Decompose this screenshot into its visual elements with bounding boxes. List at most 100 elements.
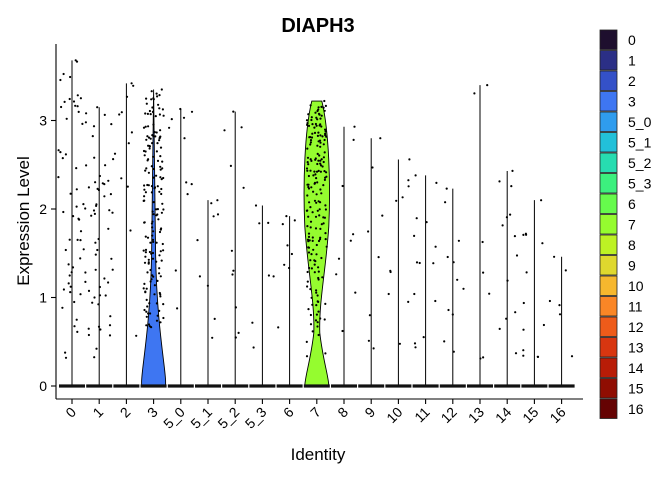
data-point — [306, 122, 309, 125]
data-point — [76, 105, 79, 108]
data-point — [315, 124, 318, 127]
data-point — [162, 208, 165, 211]
data-point — [143, 308, 146, 312]
data-point — [407, 179, 410, 182]
data-point — [309, 158, 312, 161]
data-point — [150, 191, 153, 194]
data-point — [398, 342, 401, 345]
data-point — [315, 253, 318, 256]
legend-label-11: 11 — [628, 299, 643, 315]
data-point — [130, 82, 133, 85]
zero-points-band — [439, 384, 466, 388]
y-tick-label: 2 — [39, 201, 47, 217]
data-point — [293, 219, 296, 222]
data-point — [435, 181, 438, 184]
data-point — [310, 186, 313, 189]
data-point — [185, 181, 188, 184]
data-point — [322, 222, 325, 225]
data-point — [148, 250, 151, 254]
data-point — [152, 123, 155, 126]
data-point — [312, 190, 315, 193]
data-point — [317, 140, 320, 143]
data-point — [509, 213, 512, 216]
data-point — [158, 94, 161, 97]
data-point — [125, 95, 129, 98]
data-point — [536, 355, 540, 358]
data-point — [156, 95, 159, 98]
data-point — [317, 278, 320, 281]
violin-group-5_2 — [222, 110, 249, 388]
data-point — [315, 304, 318, 307]
x-tick-label: 6 — [280, 404, 297, 421]
data-point — [148, 325, 151, 328]
data-point — [321, 165, 324, 168]
data-point — [146, 271, 149, 274]
data-point — [240, 126, 243, 129]
data-point — [318, 154, 321, 157]
violin-group-13 — [467, 84, 493, 388]
data-point — [63, 100, 66, 103]
data-point — [61, 306, 64, 309]
data-point — [213, 317, 216, 320]
data-point — [97, 303, 100, 306]
data-point — [482, 356, 485, 359]
data-point — [311, 123, 314, 126]
data-point — [324, 238, 327, 241]
data-point — [522, 349, 525, 352]
data-point — [413, 234, 416, 237]
violin-group-15 — [521, 199, 548, 388]
data-point — [313, 259, 316, 262]
data-point — [319, 170, 322, 173]
y-tick-label: 3 — [39, 113, 47, 129]
data-point — [127, 142, 130, 145]
data-point — [315, 193, 318, 196]
data-point — [316, 321, 319, 324]
y-tick-label: 1 — [39, 290, 47, 306]
data-point — [447, 308, 450, 312]
data-point — [158, 190, 161, 193]
data-point — [91, 301, 94, 304]
x-tick-label: 9 — [361, 404, 378, 421]
data-point — [158, 113, 161, 116]
data-point — [75, 188, 78, 191]
data-point — [85, 112, 88, 115]
data-point — [306, 270, 309, 274]
data-point — [251, 321, 254, 324]
data-point — [150, 252, 153, 255]
legend-swatch-6 — [599, 193, 618, 214]
data-point — [317, 310, 320, 313]
data-point — [90, 214, 93, 217]
data-point — [486, 84, 489, 87]
data-point — [525, 271, 528, 274]
data-point — [146, 236, 150, 239]
data-point — [498, 327, 501, 330]
data-point — [510, 185, 513, 188]
violin-group-14 — [494, 169, 521, 388]
data-point — [317, 169, 320, 172]
x-tick-label: 12 — [438, 404, 460, 426]
legend-label-7: 7 — [628, 217, 636, 233]
data-point — [151, 110, 154, 113]
data-point — [223, 129, 226, 132]
data-point — [145, 298, 148, 301]
data-point — [79, 239, 82, 242]
data-point — [432, 262, 435, 265]
data-point — [324, 104, 327, 107]
data-point — [147, 136, 151, 139]
data-point — [111, 211, 114, 214]
data-point — [314, 227, 318, 230]
data-point — [93, 212, 96, 215]
data-point — [73, 300, 76, 304]
data-point — [311, 236, 314, 239]
plot-area — [57, 59, 575, 388]
data-point — [79, 293, 82, 296]
data-point — [323, 138, 326, 142]
data-point — [61, 157, 64, 160]
data-point — [76, 330, 79, 333]
data-point — [160, 192, 163, 196]
data-point — [144, 191, 147, 194]
legend-swatch-8 — [599, 234, 618, 255]
x-axis-ticks: 0 1 2 3 5_0 5_1 5_2 5_3 6 7 8 9 10 11 12 13 14 15 16 — [62, 399, 569, 432]
data-point — [322, 143, 325, 146]
zero-points-band — [249, 384, 276, 388]
